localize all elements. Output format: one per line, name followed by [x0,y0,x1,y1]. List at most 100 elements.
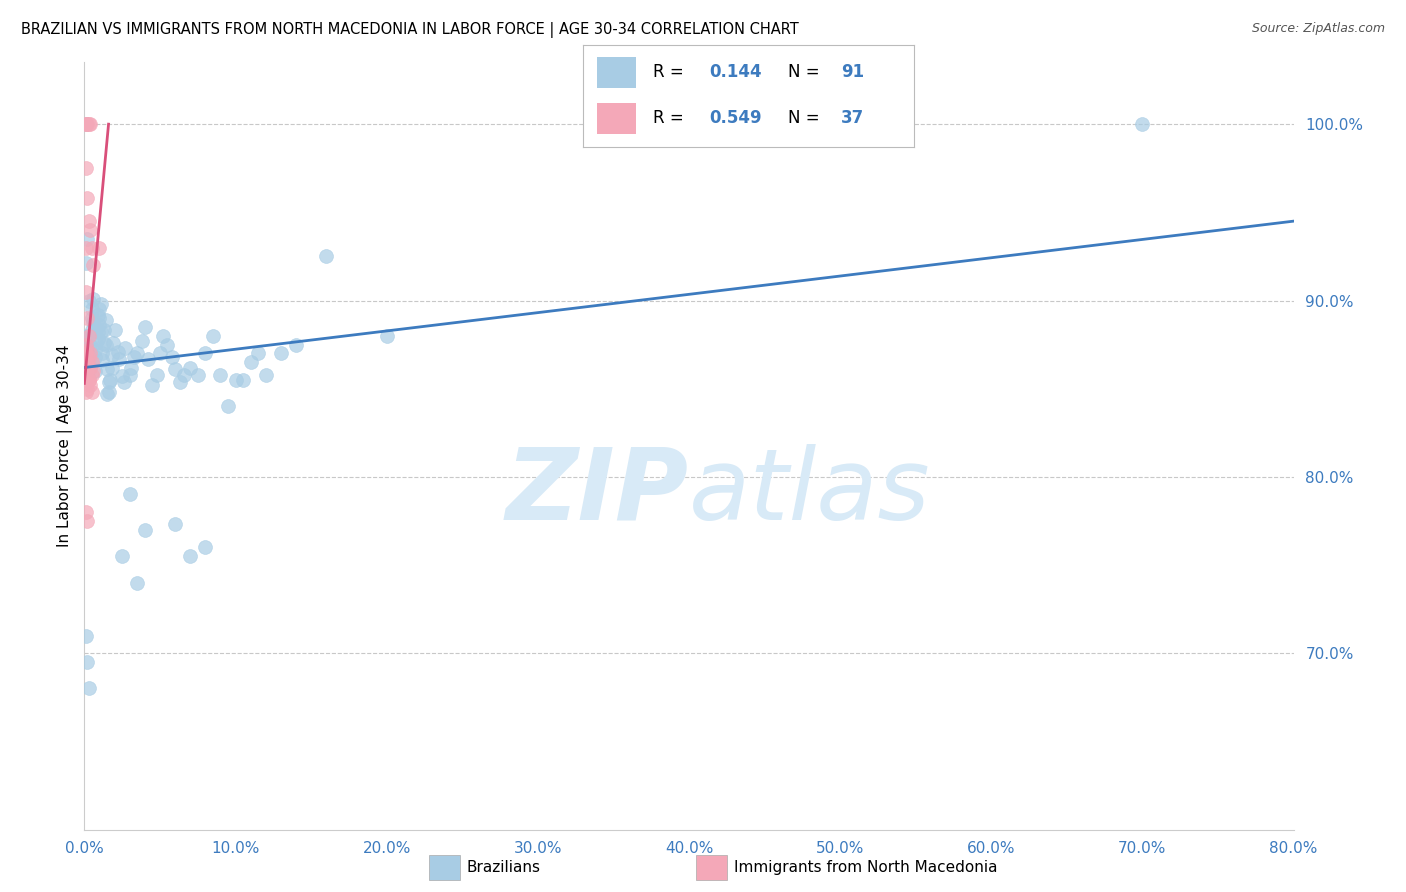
Point [89,311,111,326]
Text: N =: N = [789,63,825,81]
Point [254,368,277,382]
Point [76,328,98,343]
Point [93,335,115,350]
Point [77,373,100,387]
Point [76,117,98,131]
Point [77,350,100,364]
Point [75,629,97,643]
Point [75,241,97,255]
Point [84,343,107,357]
Point [79,346,101,360]
Y-axis label: In Labor Force | Age 30-34: In Labor Force | Age 30-34 [58,344,73,548]
Text: 37: 37 [841,110,865,128]
Point [217,400,239,414]
Point [94,337,117,351]
Point [80,355,103,369]
Point [82,258,104,272]
Point [77,328,100,343]
Point [80,368,103,382]
Point [91,346,114,360]
Point [194,346,217,360]
Point [77,351,100,366]
Point [75,373,97,387]
Point [120,360,142,375]
Point [75,346,97,360]
Point [79,337,101,351]
Point [285,337,308,351]
Point [94,313,117,327]
Point [146,368,169,382]
Point [82,292,104,306]
FancyBboxPatch shape [596,57,637,87]
Point [122,350,145,364]
Point [89,318,111,333]
Point [209,368,232,382]
Point [90,297,112,311]
Point [79,346,101,360]
Point [232,373,254,387]
Text: 0.144: 0.144 [709,63,762,81]
Point [179,549,201,564]
Point [194,541,217,555]
Point [75,285,97,299]
Point [77,681,100,696]
Point [101,335,124,350]
Point [127,346,149,360]
Point [77,214,100,228]
Point [82,364,104,378]
Point [201,328,224,343]
Point [79,223,101,237]
Point [75,256,97,270]
Text: R =: R = [652,63,689,81]
Point [1130,117,1153,131]
Point [89,241,111,255]
Point [179,360,201,375]
Point [104,324,127,338]
Point [111,549,134,564]
Point [108,351,131,366]
Text: 91: 91 [841,63,865,81]
Point [75,117,97,131]
Point [77,117,100,131]
Point [247,346,270,360]
Point [315,249,337,263]
Point [82,315,104,329]
Point [75,117,97,131]
Point [79,117,101,131]
Text: R =: R = [652,110,689,128]
Point [87,332,110,346]
Point [270,346,292,360]
Point [97,385,120,400]
Point [136,351,159,366]
Text: 0.549: 0.549 [709,110,762,128]
Point [91,353,114,368]
Point [118,487,141,501]
Point [134,523,156,537]
Point [75,385,97,400]
Point [225,373,247,387]
Point [100,348,122,362]
Point [98,373,121,387]
Point [160,350,183,364]
Point [80,302,103,317]
Point [131,334,153,348]
Point [107,344,129,359]
Point [76,311,98,326]
Point [75,346,97,360]
Point [84,364,107,378]
Point [76,232,98,246]
Point [375,328,398,343]
Point [75,505,97,519]
Point [97,375,120,389]
Point [86,335,108,350]
Point [90,325,112,339]
Text: Source: ZipAtlas.com: Source: ZipAtlas.com [1251,22,1385,36]
Point [127,575,149,590]
Point [141,378,163,392]
Text: Brazilians: Brazilians [467,860,541,874]
Point [169,375,191,389]
Point [79,360,101,375]
Point [87,308,110,322]
Point [76,364,98,378]
Point [76,655,98,669]
